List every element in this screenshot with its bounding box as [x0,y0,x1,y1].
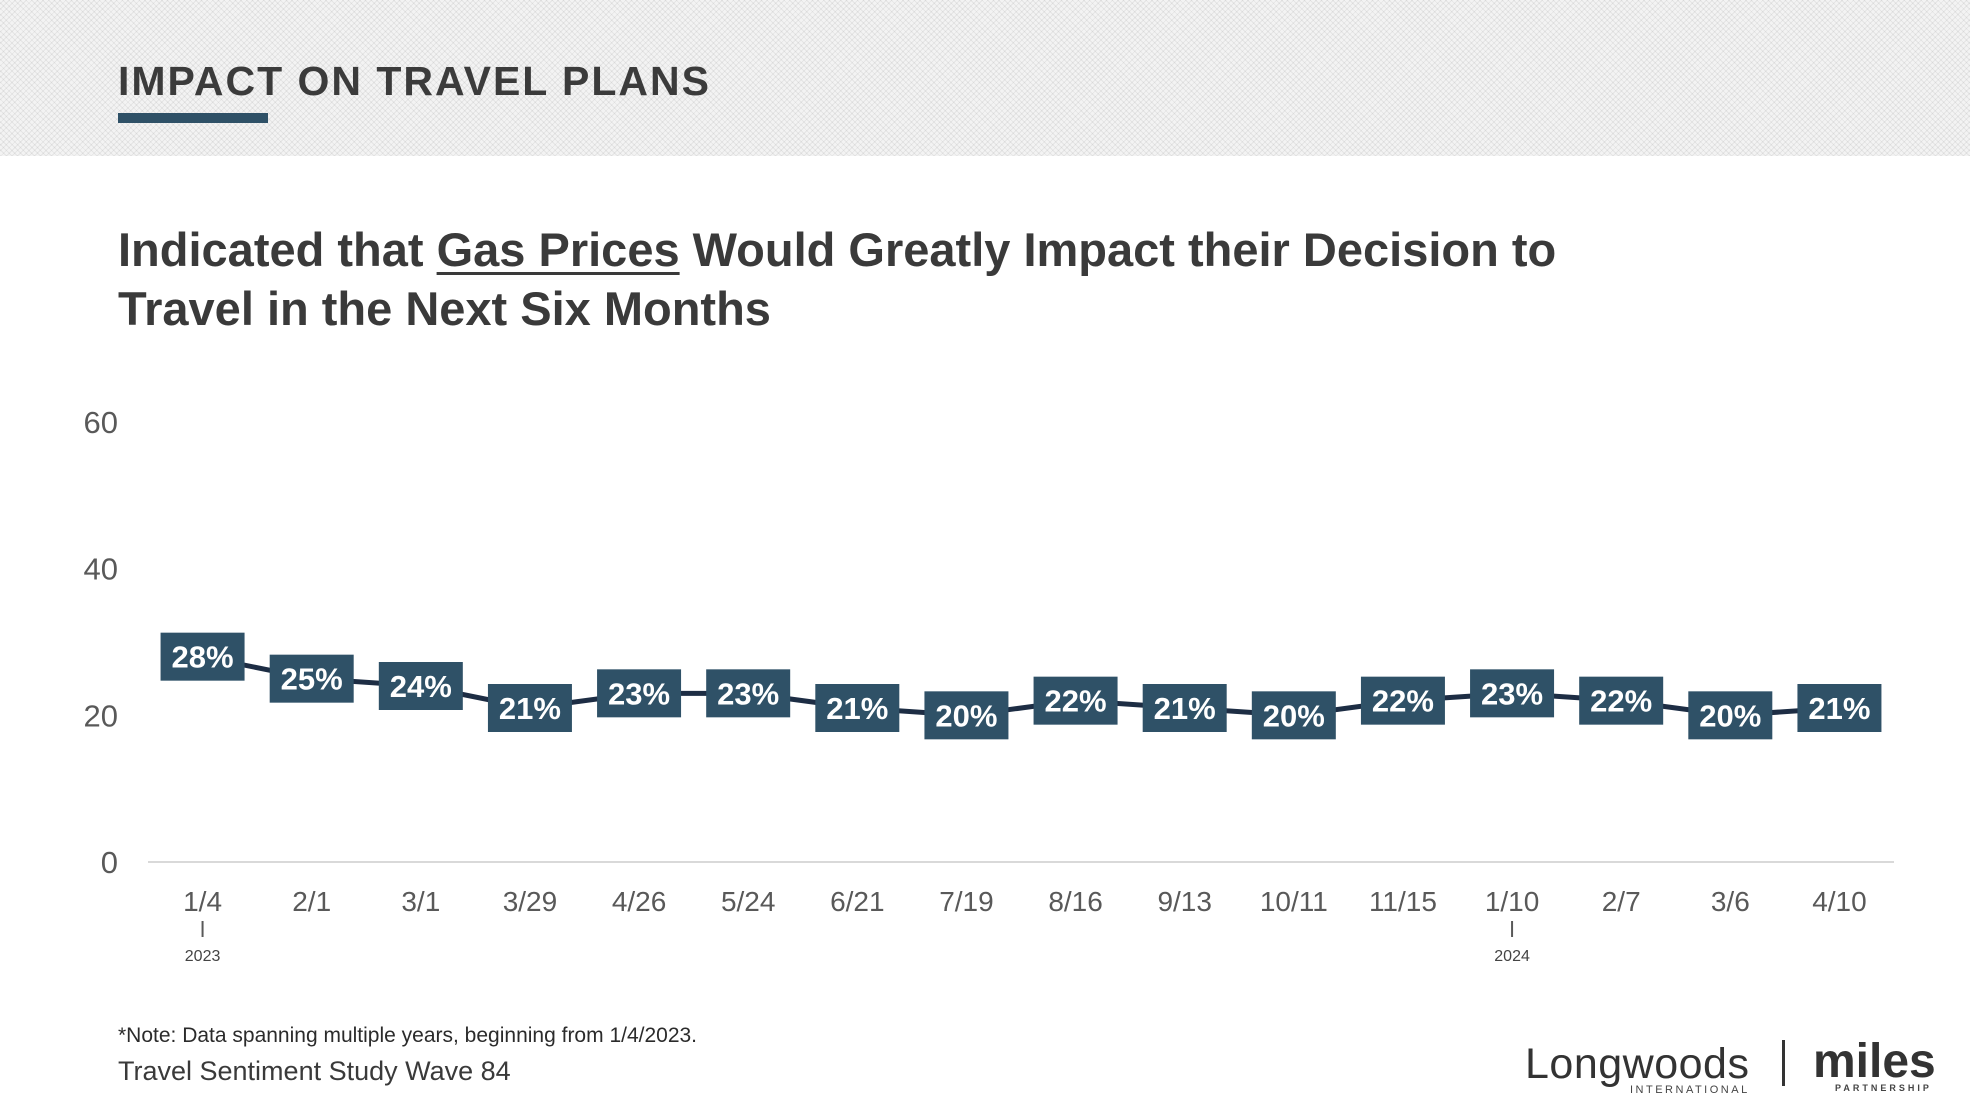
miles-logo: miles [1813,1035,1936,1088]
data-point-marker [269,654,354,703]
data-point-marker [160,632,245,681]
data-point-marker [1797,684,1882,732]
header-band [0,0,1970,156]
data-label: 21% [1808,691,1870,726]
data-label: 23% [608,676,670,711]
chart-title-after: Would Greatly Impact their Decision to T… [118,223,1557,335]
logo-divider [1782,1040,1785,1086]
data-label: 25% [281,662,343,697]
data-point-marker [597,669,682,718]
year-marker-label: 2023 [185,948,221,965]
data-label: 21% [826,691,888,726]
chart-title-before: Indicated that [118,223,437,276]
data-label: 24% [390,669,452,704]
x-tick-label: 3/1 [401,886,440,917]
data-point-marker [378,662,463,710]
longwoods-logo: Longwoods [1525,1040,1750,1088]
data-point-marker [1470,669,1555,718]
data-point-marker [1688,691,1773,740]
data-label: 21% [1154,691,1216,726]
chart-title-emphasis: Gas Prices [436,223,680,276]
x-tick-label: 11/15 [1369,886,1437,917]
y-tick-label: 0 [101,845,118,880]
y-tick-label: 20 [84,698,118,733]
x-tick-label: 2/1 [292,886,331,917]
x-tick-label: 4/26 [612,886,667,917]
x-tick-label: 3/6 [1711,886,1750,917]
data-point-marker [1142,684,1227,732]
section-title-underline [118,113,268,123]
data-point-marker [815,684,900,732]
y-tick-label: 40 [84,552,118,587]
data-point-marker [1033,676,1118,725]
data-label: 20% [1699,698,1761,733]
data-label: 23% [717,676,779,711]
x-tick-label: 6/21 [830,886,885,917]
x-tick-label: 5/24 [721,886,776,917]
miles-logo-subtitle: PARTNERSHIP [1835,1083,1932,1093]
data-label: 22% [1045,684,1107,719]
series-line [202,654,1840,718]
data-label: 28% [172,640,234,675]
x-tick-label: 7/19 [939,886,994,917]
data-label: 22% [1372,684,1434,719]
data-point-marker [924,691,1009,740]
data-point-marker [1360,676,1445,725]
data-point-marker [706,669,791,718]
chart-title: Indicated that Gas Prices Would Greatly … [118,220,1678,338]
x-tick-label: 1/4 [183,886,222,917]
data-point-marker [1251,691,1336,740]
x-tick-label: 1/10 [1485,886,1540,917]
x-tick-label: 3/29 [503,886,558,917]
footnote: *Note: Data spanning multiple years, beg… [118,1024,698,1047]
section-title: IMPACT ON TRAVEL PLANS [118,58,711,104]
x-tick-label: 2/7 [1602,886,1641,917]
data-label: 20% [935,698,997,733]
x-tick-label: 9/13 [1157,886,1212,917]
data-point-marker [487,684,572,732]
x-tick-label: 10/11 [1260,886,1328,917]
year-marker-label: 2024 [1494,948,1530,965]
data-label: 20% [1263,698,1325,733]
data-label: 21% [499,691,561,726]
data-label: 23% [1481,676,1543,711]
y-tick-label: 60 [84,405,118,440]
study-label: Travel Sentiment Study Wave 84 [118,1056,511,1086]
longwoods-logo-subtitle: INTERNATIONAL [1630,1084,1750,1096]
x-tick-label: 4/10 [1812,886,1867,917]
x-tick-label: 8/16 [1048,886,1103,917]
data-label: 22% [1590,684,1652,719]
data-point-marker [1579,676,1664,725]
